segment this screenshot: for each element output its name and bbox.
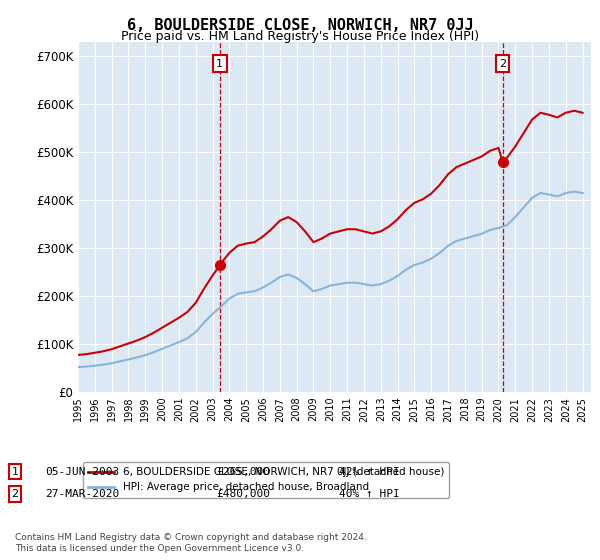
Text: Contains HM Land Registry data © Crown copyright and database right 2024.
This d: Contains HM Land Registry data © Crown c…	[15, 533, 367, 553]
Text: 6, BOULDERSIDE CLOSE, NORWICH, NR7 0JJ: 6, BOULDERSIDE CLOSE, NORWICH, NR7 0JJ	[127, 18, 473, 33]
Text: 05-JUN-2003: 05-JUN-2003	[45, 466, 119, 477]
Text: £265,000: £265,000	[216, 466, 270, 477]
Text: 2: 2	[499, 59, 506, 68]
Text: 1: 1	[11, 466, 19, 477]
Legend: 6, BOULDERSIDE CLOSE, NORWICH, NR7 0JJ (detached house), HPI: Average price, det: 6, BOULDERSIDE CLOSE, NORWICH, NR7 0JJ (…	[83, 462, 449, 498]
Text: 2: 2	[11, 489, 19, 499]
Text: Price paid vs. HM Land Registry's House Price Index (HPI): Price paid vs. HM Land Registry's House …	[121, 30, 479, 43]
Text: 40% ↑ HPI: 40% ↑ HPI	[339, 489, 400, 499]
Text: 1: 1	[216, 59, 223, 68]
Text: 27-MAR-2020: 27-MAR-2020	[45, 489, 119, 499]
Text: 42% ↑ HPI: 42% ↑ HPI	[339, 466, 400, 477]
Text: £480,000: £480,000	[216, 489, 270, 499]
